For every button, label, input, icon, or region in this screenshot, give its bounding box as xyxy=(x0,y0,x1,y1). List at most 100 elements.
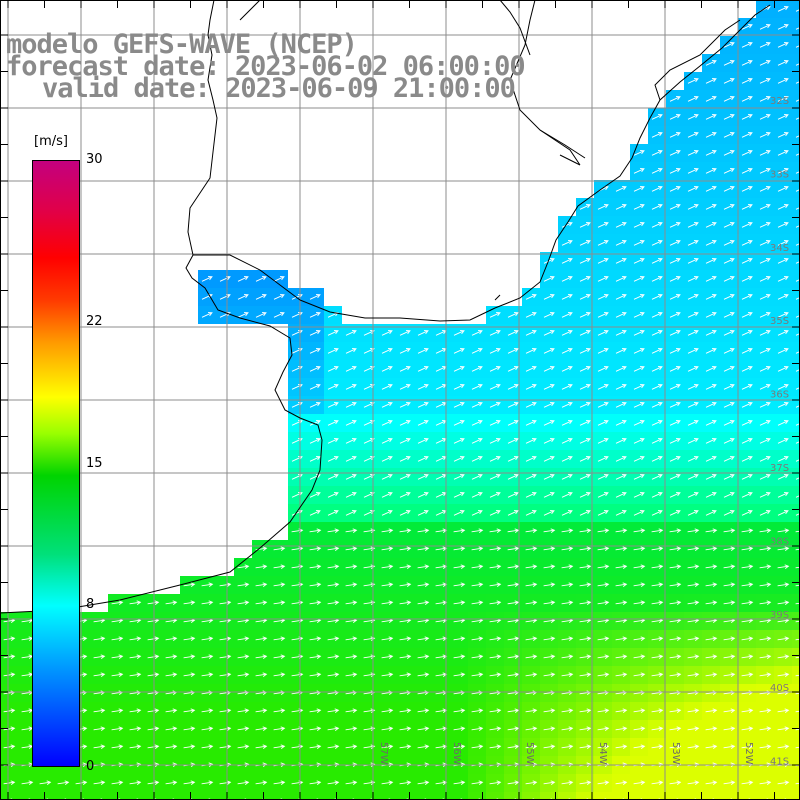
wind-arrow xyxy=(507,437,519,444)
wind-arrow xyxy=(471,528,484,533)
wind-cell xyxy=(360,792,378,800)
wind-arrow xyxy=(597,654,610,659)
wind-arrow xyxy=(759,564,772,569)
wind-arrow xyxy=(723,546,736,551)
wind-arrow xyxy=(597,293,609,300)
wind-arrow xyxy=(471,347,483,354)
wind-arrow xyxy=(561,239,573,246)
wind-arrow xyxy=(633,437,645,444)
wind-arrow xyxy=(471,509,483,516)
wind-arrow xyxy=(669,113,681,120)
wind-arrow xyxy=(327,329,339,336)
wind-arrow xyxy=(345,654,358,659)
longitude-label: 54W xyxy=(597,742,608,765)
coastline xyxy=(0,0,323,614)
wind-arrow xyxy=(489,419,501,426)
wind-arrow xyxy=(3,654,16,659)
wind-arrow xyxy=(201,600,214,605)
wind-arrow xyxy=(777,528,790,533)
colorbar-tick-label: 15 xyxy=(86,455,103,471)
wind-cell xyxy=(450,792,468,800)
wind-cell xyxy=(792,558,800,576)
wind-arrow xyxy=(309,437,321,444)
wind-arrow xyxy=(705,383,717,390)
wind-cell xyxy=(792,432,800,450)
wind-cell xyxy=(162,792,180,800)
wind-arrow xyxy=(741,113,753,120)
wind-arrow xyxy=(759,167,771,174)
wind-arrow xyxy=(399,347,411,354)
forecast-date: forecast date: 2023-06-02 06:00:00 xyxy=(6,51,526,82)
wind-arrow xyxy=(525,546,538,551)
wind-arrow xyxy=(615,744,628,749)
colorbar-tick-label: 8 xyxy=(86,597,95,613)
wind-arrow xyxy=(759,203,771,210)
wind-arrow xyxy=(705,419,717,426)
wind-arrow xyxy=(381,546,394,551)
wind-arrow xyxy=(759,311,771,318)
wind-arrow xyxy=(579,455,591,462)
wind-cell xyxy=(792,324,800,342)
wind-arrow xyxy=(723,455,735,462)
wind-arrow xyxy=(795,638,800,641)
wind-arrow xyxy=(759,636,772,641)
wind-arrow xyxy=(363,347,375,354)
wind-cell xyxy=(738,792,756,800)
wind-arrow xyxy=(723,77,735,84)
wind-arrow xyxy=(615,221,627,228)
wind-arrow xyxy=(759,383,771,390)
wind-arrow xyxy=(795,260,800,264)
wind-arrow xyxy=(723,41,735,48)
wind-arrow xyxy=(615,239,627,246)
wind-arrow xyxy=(561,654,574,659)
wind-arrow xyxy=(39,780,52,785)
wind-arrow xyxy=(507,401,519,408)
wind-arrow xyxy=(795,296,800,300)
wind-cell xyxy=(792,378,800,396)
wind-arrow xyxy=(723,672,736,677)
wind-arrow xyxy=(723,365,735,372)
wind-arrow xyxy=(417,636,430,641)
wind-arrow xyxy=(705,77,717,84)
wind-arrow xyxy=(633,455,645,462)
wind-arrow xyxy=(615,311,627,318)
wind-arrow xyxy=(597,275,609,282)
wind-arrow xyxy=(633,672,646,677)
wind-arrow xyxy=(777,41,789,48)
wind-arrow xyxy=(381,726,394,731)
wind-cell xyxy=(792,54,800,72)
wind-arrow xyxy=(255,564,268,569)
wind-arrow xyxy=(795,728,800,731)
wind-arrow xyxy=(507,528,520,533)
wind-arrow xyxy=(579,636,592,641)
wind-arrow xyxy=(417,546,430,551)
wind-arrow xyxy=(543,780,556,785)
wind-arrow xyxy=(309,419,321,426)
wind-arrow xyxy=(309,491,321,498)
wind-arrow xyxy=(183,744,196,749)
wind-cell xyxy=(180,792,198,800)
wind-arrow xyxy=(687,185,699,192)
wind-arrow xyxy=(795,26,800,30)
wind-arrow xyxy=(453,419,465,426)
wind-arrow xyxy=(633,546,646,551)
wind-arrow xyxy=(759,491,771,498)
colorbar-tick-label: 22 xyxy=(86,313,103,329)
wind-arrow xyxy=(525,708,538,713)
wind-arrow xyxy=(579,708,592,713)
wind-arrow xyxy=(111,708,124,713)
wind-arrow xyxy=(723,167,735,174)
wind-arrow xyxy=(543,564,556,569)
wind-arrow xyxy=(651,257,663,264)
wind-arrow xyxy=(777,636,790,641)
wind-arrow xyxy=(489,636,502,641)
wind-arrow xyxy=(759,600,772,605)
wind-arrow xyxy=(759,185,771,192)
wind-arrow xyxy=(507,365,519,372)
wind-arrow xyxy=(687,401,699,408)
wind-arrow xyxy=(777,708,790,713)
wind-arrow xyxy=(417,600,430,605)
wind-arrow xyxy=(543,383,555,390)
wind-arrow xyxy=(597,257,609,264)
